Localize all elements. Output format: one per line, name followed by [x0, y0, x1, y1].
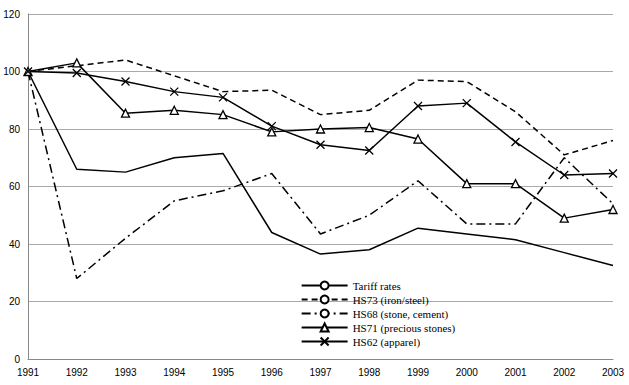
svg-text:2002: 2002: [553, 367, 576, 378]
svg-text:1991: 1991: [17, 367, 40, 378]
svg-text:40: 40: [9, 239, 21, 250]
svg-text:1995: 1995: [212, 367, 235, 378]
svg-text:HS62 (apparel): HS62 (apparel): [353, 336, 421, 349]
svg-text:1992: 1992: [66, 367, 89, 378]
svg-text:1996: 1996: [261, 367, 284, 378]
svg-text:1998: 1998: [358, 367, 381, 378]
svg-text:2000: 2000: [456, 367, 479, 378]
svg-text:1997: 1997: [309, 367, 332, 378]
svg-text:HS71 (precious stones): HS71 (precious stones): [353, 322, 456, 335]
svg-text:Tariff rates: Tariff rates: [353, 280, 401, 292]
svg-text:60: 60: [9, 181, 21, 192]
svg-text:0: 0: [14, 354, 20, 365]
svg-text:HS68 (stone, cement): HS68 (stone, cement): [353, 308, 449, 321]
svg-text:20: 20: [9, 296, 21, 307]
svg-text:1993: 1993: [114, 367, 137, 378]
svg-text:120: 120: [3, 9, 20, 20]
svg-text:2001: 2001: [504, 367, 527, 378]
svg-text:1999: 1999: [407, 367, 430, 378]
svg-text:HS73 (iron/steel): HS73 (iron/steel): [353, 294, 429, 307]
svg-text:2003: 2003: [602, 367, 625, 378]
svg-text:1994: 1994: [163, 367, 186, 378]
svg-text:80: 80: [9, 124, 21, 135]
svg-text:100: 100: [3, 66, 20, 77]
